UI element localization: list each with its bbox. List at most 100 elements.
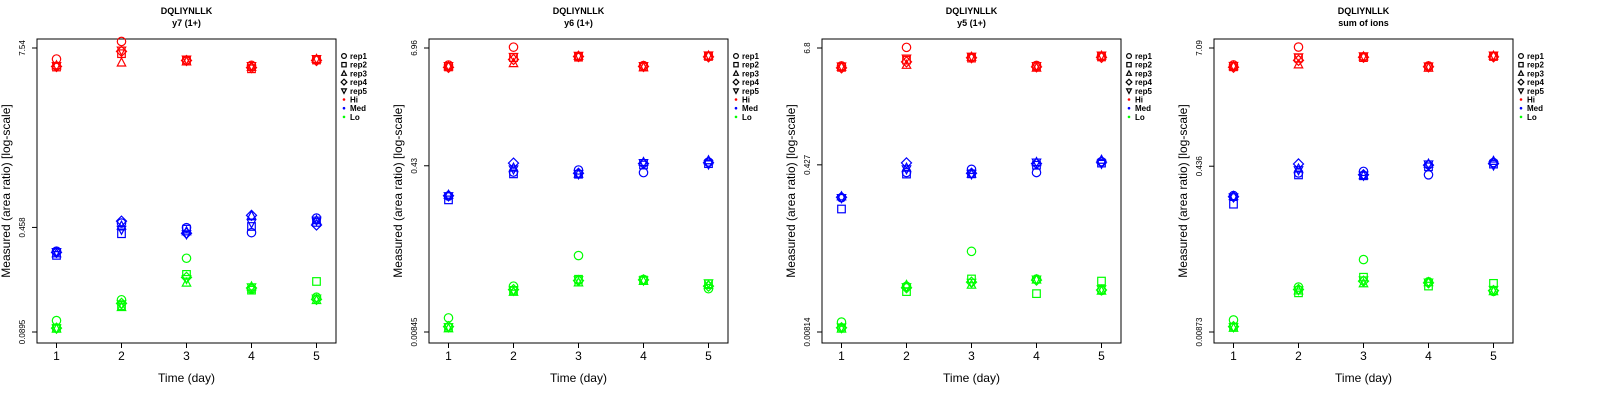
legend-label-rep2: rep2 <box>1527 61 1544 70</box>
data-point-hi-rep4 <box>900 55 913 68</box>
plot-frame <box>428 38 729 344</box>
data-point-hi-rep4 <box>507 53 520 66</box>
data-point-hi-rep1 <box>901 42 912 53</box>
legend-dot-med <box>1127 106 1131 110</box>
data-point-med-rep3 <box>246 209 257 220</box>
legend-label-rep5: rep5 <box>1527 87 1544 96</box>
data-point-lo-rep5 <box>443 323 454 333</box>
legend-dot-lo <box>734 115 738 119</box>
data-point-med-rep5 <box>836 193 847 204</box>
legend-marker-rep5 <box>1517 88 1525 95</box>
y-tick-label: 0.458 <box>18 217 27 238</box>
chart-title: DQLIYNLLK <box>553 6 605 16</box>
data-point-med-rep5 <box>51 248 62 258</box>
data-point-hi-rep5 <box>1423 62 1434 73</box>
data-point-med-rep3 <box>1423 157 1434 168</box>
x-tick-label: 5 <box>1490 349 1497 363</box>
data-point-lo-rep1 <box>116 294 127 305</box>
legend-label-rep3: rep3 <box>1527 69 1544 78</box>
y-axis-label: Measured (area ratio) [log-scale] <box>0 104 13 277</box>
data-point-lo-rep5 <box>1031 275 1042 286</box>
data-point-med-rep5 <box>443 192 454 202</box>
data-point-med-rep2 <box>509 169 518 179</box>
x-tick-label: 2 <box>510 349 517 363</box>
legend-marker-rep2 <box>1126 61 1132 68</box>
chart-panel-3: DQLIYNLLK y5 (1+) 1 2 3 4 5 Time (day) 0.00814 0.… <box>784 6 1152 385</box>
data-point-lo-rep4 <box>702 280 715 293</box>
legend-dot-med <box>1519 106 1523 110</box>
data-point-med-rep3 <box>966 167 977 178</box>
x-tick-label: 2 <box>118 349 125 363</box>
y-tick-label: 0.436 <box>1195 156 1204 177</box>
data-point-med-rep5 <box>1358 171 1369 182</box>
chart-title: DQLIYNLLK <box>161 6 213 16</box>
data-point-med-rep5 <box>901 165 912 176</box>
data-point-med-rep5 <box>508 165 519 176</box>
x-tick-label: 3 <box>1360 349 1367 363</box>
legend-label-rep5: rep5 <box>350 87 367 96</box>
data-point-hi-rep5 <box>1228 61 1239 72</box>
plot-frame <box>821 38 1122 344</box>
legend-label-rep3: rep3 <box>1135 69 1152 78</box>
data-point-med-rep2 <box>1294 170 1303 180</box>
y-tick-label: 7.09 <box>1195 40 1204 56</box>
legend-marker-rep2 <box>1518 61 1524 68</box>
legend-marker-rep4 <box>732 78 740 86</box>
data-point-hi-rep5 <box>966 52 977 63</box>
y-tick-label: 0.00873 <box>1195 317 1204 346</box>
data-point-hi-rep5 <box>246 61 257 72</box>
legend-label-rep5: rep5 <box>1135 87 1152 96</box>
data-point-lo-rep1 <box>181 253 192 264</box>
data-point-lo-rep1 <box>1358 254 1369 265</box>
legend-dot-hi <box>1519 98 1523 101</box>
data-point-hi-rep3 <box>116 56 127 67</box>
legend-label-rep2: rep2 <box>1135 61 1152 70</box>
legend-label-rep4: rep4 <box>742 78 759 87</box>
chart-panel-4: DQLIYNLLK sum of ions 1 2 3 4 5 Time (day) 0.008… <box>1176 6 1544 385</box>
data-point-med-rep5 <box>1293 166 1304 176</box>
data-point-med-rep2 <box>837 204 846 214</box>
chart-subtitle: sum of ions <box>1338 18 1389 28</box>
data-point-med-rep5 <box>638 158 649 169</box>
legend-label-rep3: rep3 <box>742 69 759 78</box>
data-point-hi-rep4 <box>1292 54 1305 67</box>
data-point-med-rep2 <box>444 195 453 205</box>
data-point-lo-rep2 <box>312 277 321 286</box>
x-tick-label: 1 <box>53 349 60 363</box>
x-tick-label: 3 <box>968 349 975 363</box>
legend-marker-rep3 <box>1517 69 1525 76</box>
data-point-lo-rep3 <box>246 280 257 291</box>
x-tick-label: 3 <box>183 349 190 363</box>
plot-frame <box>1213 38 1514 344</box>
data-point-med-rep4 <box>507 157 520 169</box>
data-point-lo-rep5 <box>703 279 714 290</box>
data-point-lo-rep5 <box>1096 285 1107 296</box>
data-point-med-rep3 <box>1293 162 1304 173</box>
data-point-med-rep5 <box>1423 160 1434 171</box>
y-tick-label: 6.96 <box>410 40 419 56</box>
data-point-med-rep3 <box>443 188 454 199</box>
data-point-med-rep1 <box>116 218 127 228</box>
y-tick-label: 7.54 <box>18 40 27 56</box>
data-point-lo-rep5 <box>638 276 649 287</box>
y-tick-label: 0.43 <box>410 157 419 173</box>
data-point-med-rep5 <box>1488 161 1499 172</box>
data-point-med-rep1 <box>1423 170 1434 180</box>
y-axis-label: Measured (area ratio) [log-scale] <box>391 104 405 277</box>
data-point-hi-rep4 <box>1227 61 1240 74</box>
legend-label-lo: Lo <box>1135 113 1145 122</box>
data-point-lo-rep3 <box>181 276 192 287</box>
x-tick-label: 1 <box>445 349 452 363</box>
x-axis-label: Time (day) <box>943 371 1000 385</box>
y-axis-label: Measured (area ratio) [log-scale] <box>784 104 798 277</box>
data-point-lo-rep5 <box>573 276 584 287</box>
data-point-hi-rep4 <box>1487 50 1500 63</box>
data-point-med-rep4 <box>310 219 323 231</box>
data-point-med-rep3 <box>1358 169 1369 180</box>
data-point-hi-rep4 <box>442 61 455 74</box>
data-point-med-rep5 <box>181 230 192 241</box>
data-point-lo-rep5 <box>836 323 847 334</box>
legend-label-rep4: rep4 <box>350 78 367 87</box>
data-point-hi-rep1 <box>1293 42 1304 52</box>
